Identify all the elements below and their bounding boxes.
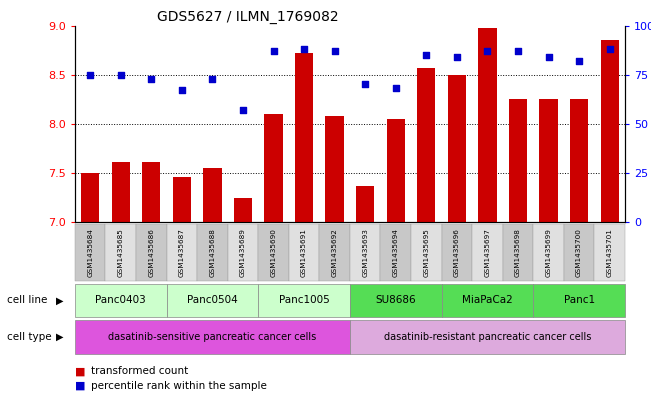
Text: ▶: ▶ (56, 332, 64, 342)
Text: cell line: cell line (7, 296, 47, 305)
Point (391, 85, 401, 92)
Text: GSM1435699: GSM1435699 (546, 228, 551, 277)
Bar (173, 177, 191, 222)
Text: transformed count: transformed count (91, 366, 188, 376)
Bar (478, 28, 497, 222)
Bar (570, 99, 589, 222)
Text: percentile rank within the sample: percentile rank within the sample (91, 381, 267, 391)
Text: SU8686: SU8686 (376, 296, 416, 305)
Point (238, 107, 248, 113)
Point (207, 75, 217, 82)
Point (268, 48, 279, 54)
Text: Panc1: Panc1 (564, 296, 594, 305)
Text: GSM1435689: GSM1435689 (240, 228, 246, 277)
Text: GSM1435698: GSM1435698 (515, 228, 521, 277)
Bar (203, 168, 221, 222)
Text: GSM1435692: GSM1435692 (331, 228, 338, 277)
Bar (356, 185, 374, 222)
Text: GDS5627 / ILMN_1769082: GDS5627 / ILMN_1769082 (157, 10, 338, 24)
Text: ▶: ▶ (56, 296, 64, 305)
Bar (509, 99, 527, 222)
Point (360, 81, 370, 88)
Point (513, 48, 523, 54)
Point (421, 52, 432, 58)
Point (176, 87, 187, 94)
Point (452, 54, 462, 60)
Text: dasatinib-sensitive pancreatic cancer cells: dasatinib-sensitive pancreatic cancer ce… (108, 332, 316, 342)
Point (115, 72, 126, 78)
Bar (540, 99, 558, 222)
Text: Panc1005: Panc1005 (279, 296, 329, 305)
Point (574, 58, 585, 64)
Bar (142, 162, 160, 222)
Text: GSM1435695: GSM1435695 (423, 228, 429, 277)
Bar (234, 198, 252, 222)
Text: GSM1435685: GSM1435685 (118, 228, 124, 277)
Bar (81, 173, 100, 222)
Text: GSM1435696: GSM1435696 (454, 228, 460, 277)
Text: GSM1435690: GSM1435690 (271, 228, 277, 277)
Bar (387, 119, 405, 222)
Text: GSM1435684: GSM1435684 (87, 228, 93, 277)
Bar (417, 68, 436, 222)
Point (329, 48, 340, 54)
Point (544, 54, 554, 60)
Point (605, 46, 615, 52)
Bar (326, 116, 344, 222)
Bar (600, 40, 619, 222)
Point (85, 72, 95, 78)
Text: GSM1435694: GSM1435694 (393, 228, 399, 277)
Point (299, 46, 309, 52)
Point (482, 48, 493, 54)
Text: cell type: cell type (7, 332, 51, 342)
Text: ■: ■ (75, 381, 85, 391)
Text: Panc0403: Panc0403 (95, 296, 146, 305)
Text: ■: ■ (75, 366, 85, 376)
Bar (295, 53, 313, 222)
Text: GSM1435693: GSM1435693 (362, 228, 368, 277)
Text: GSM1435688: GSM1435688 (210, 228, 215, 277)
Text: GSM1435691: GSM1435691 (301, 228, 307, 277)
Text: GSM1435700: GSM1435700 (576, 228, 582, 277)
Text: GSM1435701: GSM1435701 (607, 228, 613, 277)
Text: GSM1435686: GSM1435686 (148, 228, 154, 277)
Point (146, 75, 156, 82)
Bar (448, 75, 466, 222)
Text: GSM1435687: GSM1435687 (179, 228, 185, 277)
Text: GSM1435697: GSM1435697 (484, 228, 490, 277)
Text: MiaPaCa2: MiaPaCa2 (462, 296, 513, 305)
Bar (111, 162, 130, 222)
Bar (264, 114, 283, 222)
Text: dasatinib-resistant pancreatic cancer cells: dasatinib-resistant pancreatic cancer ce… (383, 332, 591, 342)
Text: Panc0504: Panc0504 (187, 296, 238, 305)
